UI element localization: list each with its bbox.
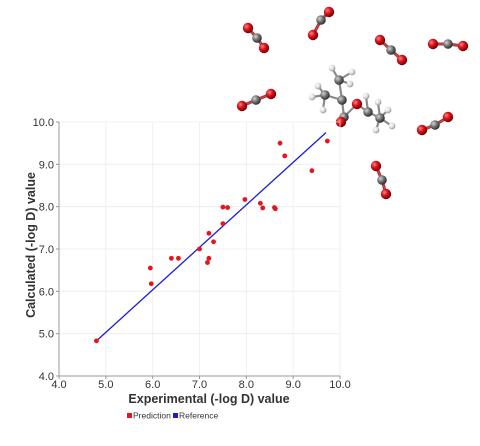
oxygen-atom: [380, 188, 392, 200]
data-point: [272, 206, 278, 212]
reference-line: [96, 132, 327, 342]
carbon-atom: [386, 45, 396, 55]
oxygen-atom: [236, 100, 248, 112]
data-point: [260, 205, 266, 211]
legend-swatch-prediction: [127, 413, 132, 418]
hydrogen-atom: [319, 106, 327, 114]
data-point: [309, 168, 315, 174]
oxygen-atom: [351, 98, 363, 110]
y-axis-title: Calculated (-log D) value: [24, 172, 38, 318]
x-tick-label: 6.0: [145, 379, 160, 391]
y-tick-label: 9.0: [39, 159, 54, 171]
oxygen-atom: [265, 88, 277, 100]
legend-label-prediction: Prediction: [133, 411, 171, 421]
carbon-atom: [251, 95, 261, 105]
data-point: [206, 230, 212, 236]
data-point: [94, 338, 99, 344]
oxygen-atom: [335, 116, 347, 128]
hydrogen-atom: [346, 80, 354, 88]
hydrogen-atom: [372, 126, 380, 134]
data-point: [197, 246, 202, 252]
carbon-atom: [430, 120, 440, 130]
x-tick-label: 4.0: [51, 379, 66, 391]
series-prediction: [94, 138, 330, 344]
legend-swatch-reference: [173, 413, 178, 418]
data-point: [257, 200, 263, 206]
hydrogen-atom: [308, 93, 316, 101]
y-axis-ticks: 4.0 5.0 6.0 7.0 8.0 9.0 10.0: [33, 117, 59, 383]
carbon-atom: [375, 113, 385, 123]
data-point: [277, 140, 283, 146]
carbon-atom: [377, 175, 387, 185]
data-point: [147, 265, 153, 271]
oxygen-atom: [242, 22, 254, 34]
x-tick-label: 8.0: [239, 379, 254, 391]
oxygen-atom: [370, 160, 382, 172]
data-point: [282, 153, 288, 159]
hydrogen-atom: [384, 106, 392, 114]
hydrogen-atom: [328, 64, 336, 72]
data-point: [176, 255, 181, 261]
y-tick-label: 5.0: [39, 329, 54, 341]
oxygen-atom: [427, 38, 439, 50]
oxygen-atom: [374, 34, 386, 46]
y-tick-label: 8.0: [39, 202, 54, 214]
oxygen-atom: [258, 42, 270, 54]
carbon-atom: [334, 75, 344, 85]
oxygen-atom: [307, 29, 319, 41]
oxygen-atom: [416, 124, 428, 136]
data-point: [211, 239, 216, 245]
hydrogen-atom: [362, 92, 370, 100]
data-point: [220, 221, 226, 227]
data-point: [225, 205, 231, 210]
oxygen-atom: [457, 40, 469, 52]
x-tick-label: 9.0: [286, 379, 301, 391]
legend-label-reference: Reference: [179, 411, 218, 421]
data-point: [220, 204, 226, 210]
data-point: [205, 260, 210, 265]
hydrogen-atom: [374, 98, 382, 106]
data-point: [324, 138, 330, 144]
carbon-atom: [363, 107, 373, 117]
y-tick-label: 6.0: [39, 286, 54, 298]
hydrogen-atom: [314, 82, 322, 90]
carbon-atom: [337, 95, 347, 105]
data-point: [148, 281, 154, 287]
carbon-atom: [252, 33, 262, 43]
x-axis-title: Experimental (-log D) value: [128, 392, 289, 406]
y-tick-label: 10.0: [33, 117, 54, 129]
x-tick-label: 5.0: [98, 379, 113, 391]
data-point: [206, 255, 212, 261]
carbon-atom: [320, 90, 330, 100]
oxygen-atom: [396, 54, 408, 66]
molecule-illustration: [236, 6, 469, 200]
hydrogen-atom: [388, 122, 396, 130]
hydrogen-atom: [348, 68, 356, 76]
legend: Prediction Reference: [127, 411, 218, 421]
oxygen-atom: [442, 111, 454, 123]
series-reference: [96, 132, 327, 342]
carbon-atom: [316, 15, 326, 25]
x-tick-label: 10.0: [329, 379, 350, 391]
y-tick-label: 7.0: [39, 244, 54, 256]
oxygen-atom: [323, 6, 335, 18]
x-axis-ticks: 4.0 5.0 6.0 7.0 8.0 9.0 10.0: [51, 376, 351, 391]
carbon-atom: [443, 39, 453, 49]
data-point: [169, 255, 174, 261]
x-tick-label: 7.0: [192, 379, 207, 391]
data-point: [242, 197, 248, 202]
y-tick-label: 4.0: [39, 371, 54, 383]
